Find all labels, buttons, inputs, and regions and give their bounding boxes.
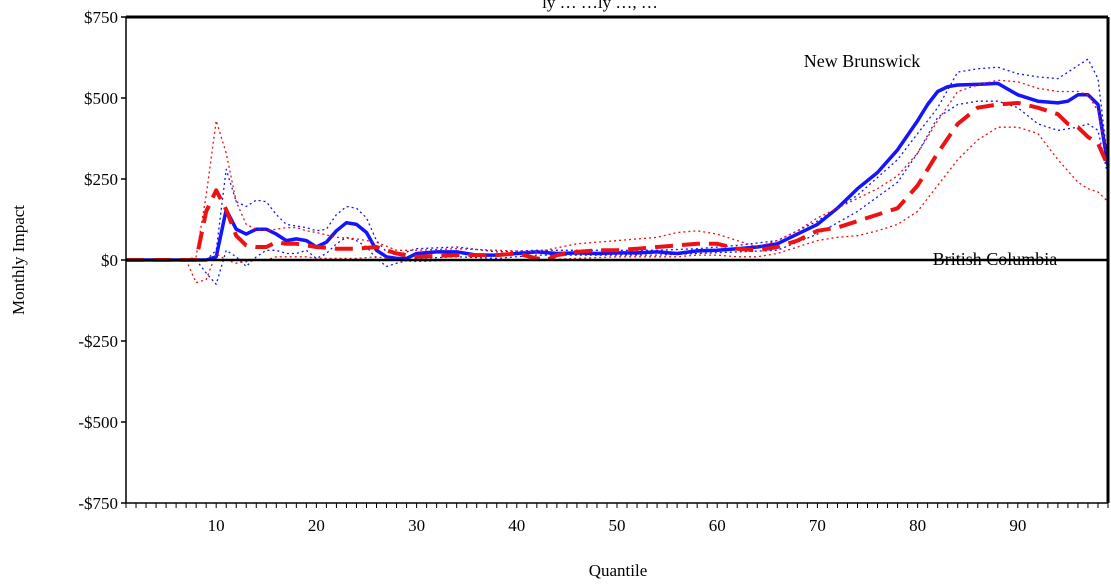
- y-tick-label: -$250: [78, 332, 118, 351]
- x-tick-label: 90: [1009, 516, 1026, 535]
- y-tick-label: -$750: [78, 494, 118, 513]
- series-group: [126, 58, 1110, 285]
- series-line-british-columbia-upper-bound: [126, 79, 1109, 261]
- annotation-new-brunswick: New Brunswick: [804, 51, 920, 71]
- y-tick-label: $250: [84, 170, 118, 189]
- axes: $750 $500 $250 $0 -$250 -$500 -$750 10 20 30 40 50 6…: [78, 8, 1110, 535]
- series-line-new-brunswick: [126, 81, 1110, 262]
- series-line-british-columbia-lower-bound: [126, 126, 1109, 284]
- y-axis-title: Monthly Impact: [9, 205, 28, 315]
- chart-title: ly … …ly …, …: [542, 0, 658, 12]
- annotation-british-columbia: British Columbia: [933, 249, 1058, 269]
- y-tick-label: -$500: [78, 413, 118, 432]
- x-tick-label: 40: [508, 516, 525, 535]
- x-tick-label: 20: [308, 516, 325, 535]
- x-tick-label: 60: [709, 516, 726, 535]
- x-tick-label: 50: [609, 516, 626, 535]
- series-line-british-columbia: [126, 100, 1110, 262]
- y-tick-label: $750: [84, 8, 118, 27]
- series-line-new-brunswick-upper-bound: [126, 58, 1109, 261]
- x-tick-label: 10: [208, 516, 225, 535]
- x-tick-label: 30: [408, 516, 425, 535]
- x-tick-label: 70: [809, 516, 826, 535]
- x-tick-label: 80: [909, 516, 926, 535]
- x-axis-title: Quantile: [589, 561, 648, 580]
- y-tick-label: $0: [101, 251, 118, 270]
- y-tick-label: $500: [84, 89, 118, 108]
